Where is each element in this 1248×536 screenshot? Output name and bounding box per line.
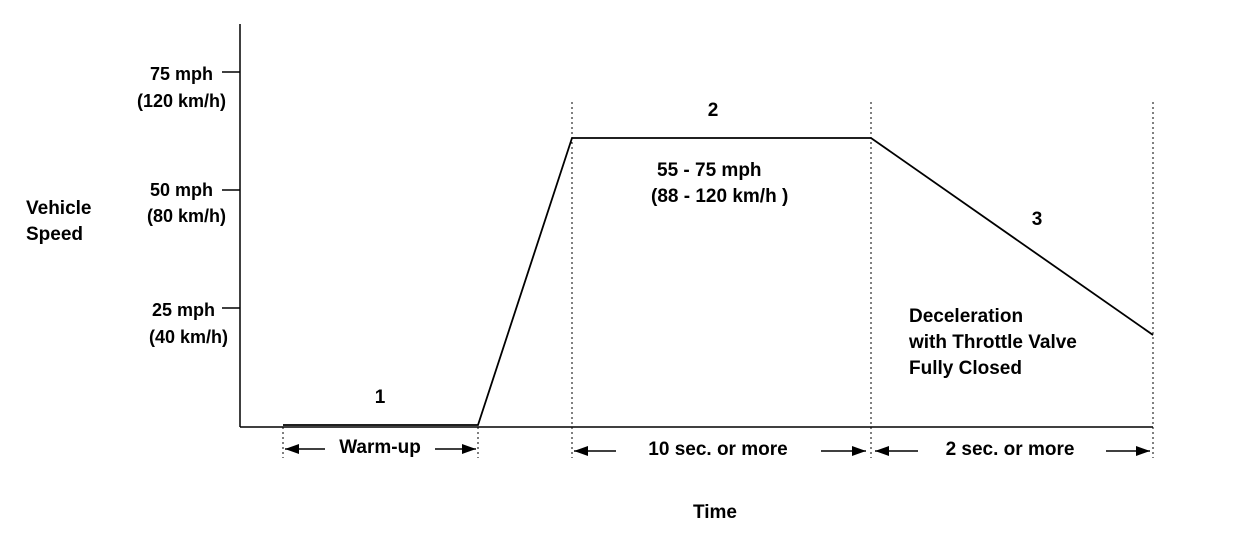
tick-25-mph-label: 25 mph <box>152 300 215 320</box>
y-axis-title-line2: Speed <box>26 224 83 245</box>
tick-50-mph-label: 50 mph <box>150 180 213 200</box>
phase-3-note-line3: Fully Closed <box>909 358 1022 379</box>
arrowhead-left-icon <box>285 444 299 454</box>
arrowhead-left-icon <box>574 446 588 456</box>
phase-2-speed-mph: 55 - 75 mph <box>657 160 762 181</box>
tick-75-mph-label: 75 mph <box>150 64 213 84</box>
phase-3-number: 3 <box>1032 209 1043 230</box>
arrowhead-right-icon <box>462 444 476 454</box>
phase-1-number: 1 <box>375 387 386 408</box>
phase-3-duration-label: 2 sec. or more <box>946 439 1075 460</box>
tick-50-kmh-label: (80 km/h) <box>147 206 226 226</box>
warmup-duration-arrow <box>285 444 476 454</box>
arrowhead-right-icon <box>852 446 866 456</box>
arrowhead-left-icon <box>875 446 889 456</box>
speed-profile-line <box>283 137 1154 426</box>
x-axis-title: Time <box>693 502 737 523</box>
phase-2-duration-label: 10 sec. or more <box>648 439 787 460</box>
phase-3-note-line1: Deceleration <box>909 306 1023 327</box>
arrowhead-right-icon <box>1136 446 1150 456</box>
phase-3-note-line2: with Throttle Valve <box>908 332 1077 353</box>
phase-3-duration-arrow <box>875 446 1150 456</box>
y-axis-title-line1: Vehicle <box>26 198 92 219</box>
phase-2-number: 2 <box>708 100 719 121</box>
phase-2-speed-kmh: (88 - 120 km/h ) <box>651 186 788 207</box>
warmup-duration-label: Warm-up <box>339 437 421 458</box>
tick-25-kmh-label: (40 km/h) <box>149 327 228 347</box>
phase-2-duration-arrow <box>574 446 866 456</box>
tick-75-kmh-label: (120 km/h) <box>137 91 226 111</box>
